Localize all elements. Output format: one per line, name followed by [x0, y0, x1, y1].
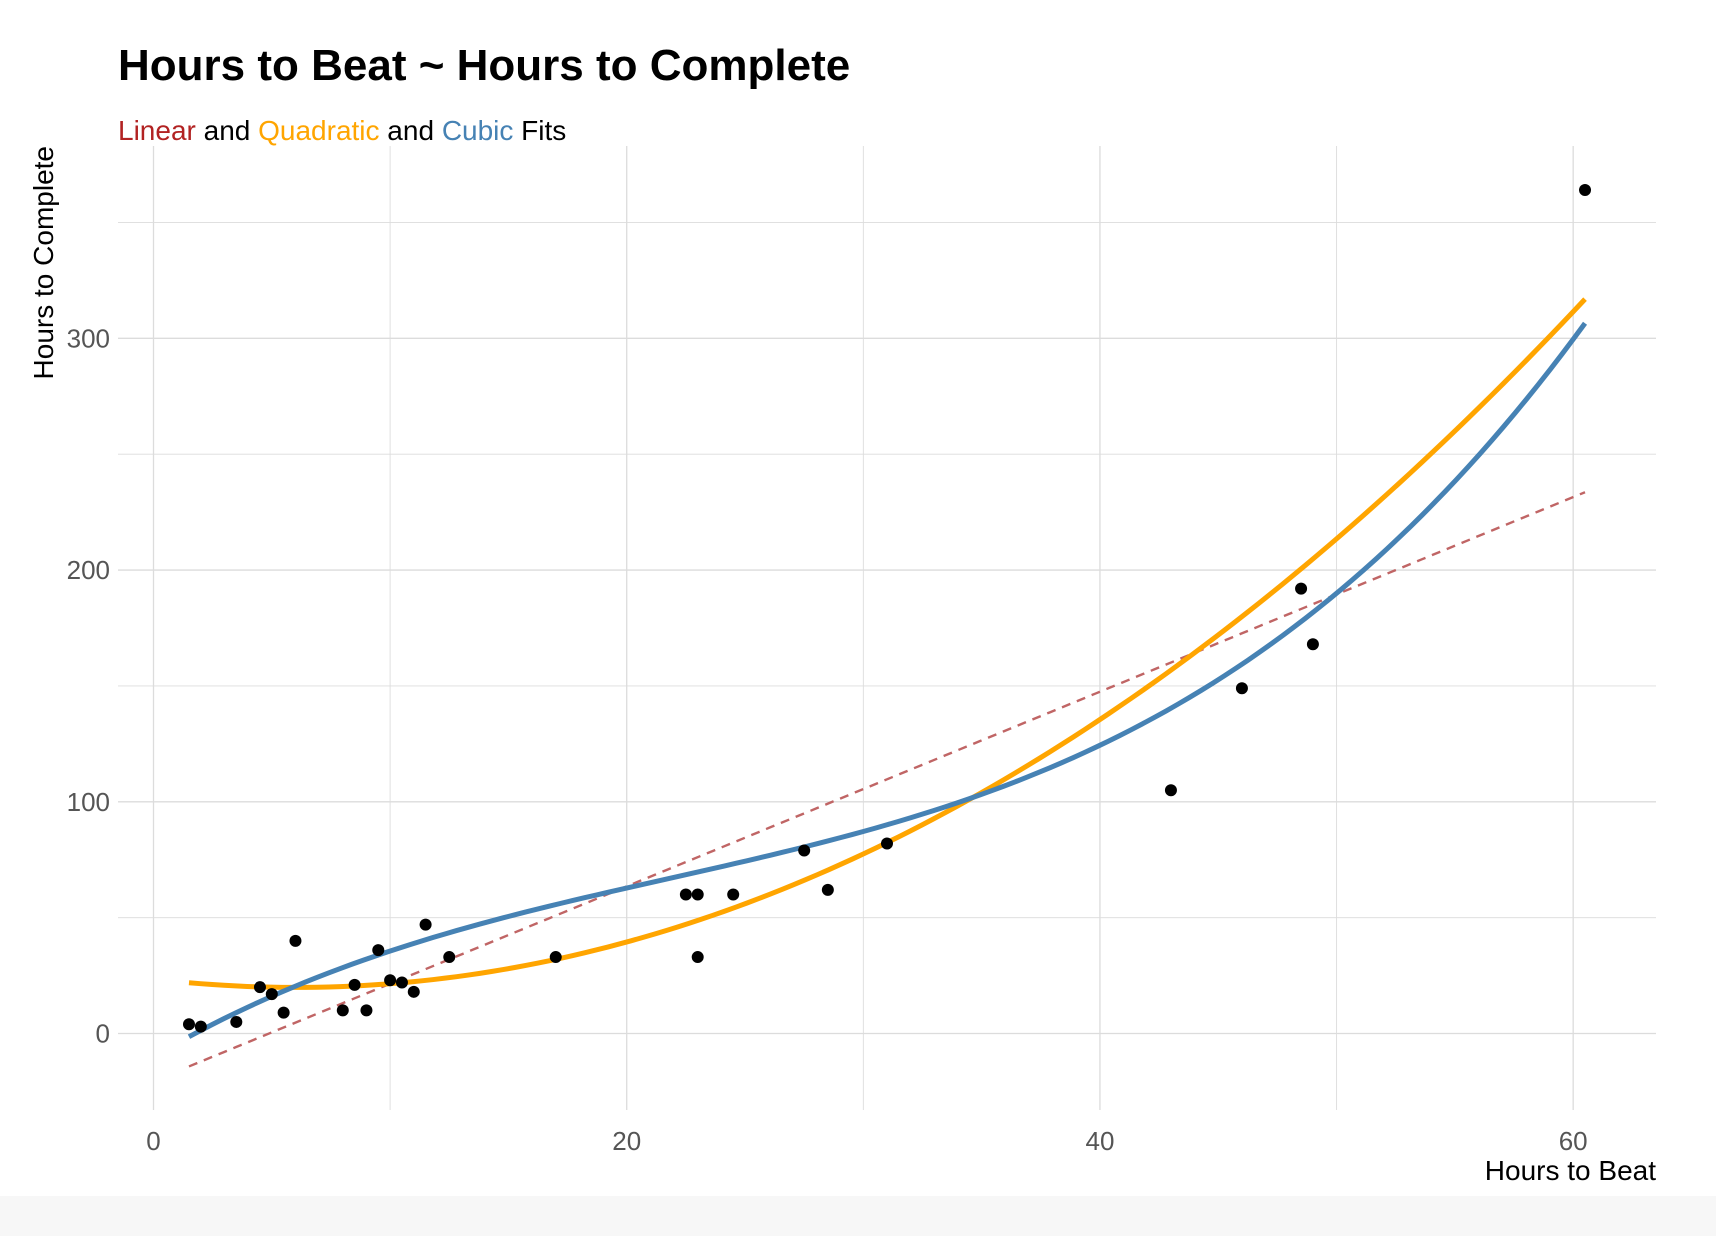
data-point [727, 888, 740, 901]
y-tick-label: 0 [96, 1019, 110, 1049]
x-axis-label: Hours to Beat [1485, 1155, 1656, 1186]
data-point [194, 1020, 207, 1033]
data-point [549, 951, 562, 964]
subtitle-part: Linear [118, 115, 196, 146]
data-point [384, 974, 397, 987]
data-point [1164, 784, 1177, 797]
data-point [407, 985, 420, 998]
fit-lines [187, 297, 1588, 1068]
x-tick-label: 20 [612, 1126, 641, 1156]
x-tick-label: 0 [146, 1126, 160, 1156]
data-point [395, 976, 408, 989]
data-point [691, 951, 704, 964]
y-axis-label: Hours to Complete [28, 146, 59, 379]
x-tick-label: 40 [1085, 1126, 1114, 1156]
chart-subtitle: Linear and Quadratic and Cubic Fits [118, 115, 566, 146]
subtitle-part: and [196, 115, 258, 146]
data-point [881, 837, 893, 850]
data-point [230, 1015, 243, 1028]
data-point [360, 1004, 373, 1017]
data-point [1306, 638, 1319, 651]
y-tick-label: 300 [67, 323, 110, 353]
data-point [443, 951, 456, 964]
data-point [253, 981, 266, 994]
data-point [821, 883, 834, 896]
subtitle-part: Fits [513, 115, 566, 146]
bottom-band [0, 1196, 1716, 1236]
tick-labels: 0 20 40 60 0 100 200 300 [67, 323, 1588, 1156]
y-tick-label: 200 [67, 555, 110, 585]
data-point [336, 1004, 349, 1017]
data-point [1235, 682, 1248, 695]
y-tick-label: 100 [67, 787, 110, 817]
data-point [265, 988, 278, 1001]
subtitle-part: and [380, 115, 442, 146]
data-point [419, 918, 432, 931]
x-tick-label: 60 [1559, 1126, 1588, 1156]
data-point [277, 1006, 290, 1019]
data-point [372, 944, 385, 957]
data-point [691, 888, 704, 901]
data-point [1295, 582, 1308, 595]
quadratic-fit-line [188, 297, 1587, 990]
data-point [679, 888, 692, 901]
subtitle-part: Cubic [442, 115, 514, 146]
chart-title: Hours to Beat ~ Hours to Complete [118, 41, 850, 90]
data-point [798, 844, 811, 857]
subtitle-part: Quadratic [258, 115, 379, 146]
grid [118, 146, 1656, 1110]
data-point [289, 934, 302, 947]
data-points [182, 184, 1592, 1033]
data-point [348, 978, 361, 991]
cubic-fit-line [187, 321, 1588, 1039]
data-point [182, 1018, 195, 1031]
linear-fit-line [188, 491, 1586, 1068]
data-point [1579, 184, 1592, 197]
